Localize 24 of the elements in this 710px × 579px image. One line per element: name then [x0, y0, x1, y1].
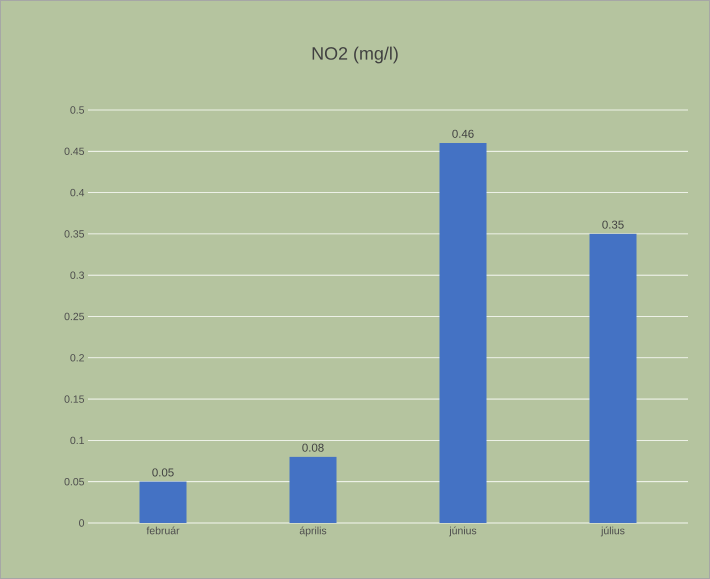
bar — [590, 234, 637, 523]
y-tick-label: 0.15 — [64, 395, 84, 403]
y-tick-label: 0.25 — [64, 312, 84, 320]
y-tick-label: 0.3 — [70, 271, 84, 279]
x-tick-label: április — [300, 526, 326, 536]
x-tick-label: július — [600, 526, 625, 536]
x-tick-label: június — [449, 526, 476, 536]
y-tick-label: 0 — [79, 519, 84, 527]
data-label: 0.05 — [152, 468, 174, 476]
bar — [440, 143, 487, 523]
y-tick-label: 0.4 — [70, 188, 84, 196]
data-label: 0.46 — [452, 130, 474, 138]
y-tick-label: 0.2 — [70, 354, 84, 362]
y-tick-label: 0.1 — [70, 436, 84, 444]
y-tick-label: 0.5 — [70, 106, 84, 114]
x-tick-label: február — [146, 526, 180, 534]
y-tick-label: 0.45 — [64, 148, 84, 155]
y-tick-label: 0.35 — [64, 230, 84, 238]
bar — [290, 456, 337, 523]
chart-title: NO2 (mg/l) — [312, 46, 398, 64]
data-label: 0.08 — [302, 444, 324, 452]
data-label: 0.35 — [602, 220, 624, 229]
y-tick-label: 0.05 — [64, 478, 84, 486]
bar — [140, 482, 187, 523]
